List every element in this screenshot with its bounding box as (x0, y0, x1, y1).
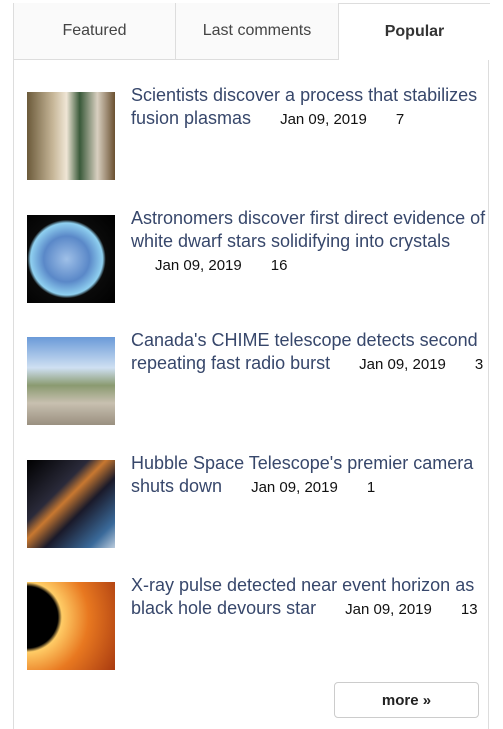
thumbnail[interactable] (27, 214, 115, 303)
article-text: Scientists discover a process that stabi… (131, 84, 487, 131)
article-date: Jan 09, 2019 (280, 111, 367, 128)
popular-panel: Featured Last comments Popular Scientist… (13, 3, 490, 729)
thumbnail[interactable] (27, 459, 115, 548)
article-text: Hubble Space Telescope's premier camera … (131, 452, 487, 499)
comment-count: 7 (395, 111, 405, 128)
more-button[interactable]: more » (334, 682, 479, 718)
article-date: Jan 09, 2019 (155, 256, 242, 274)
article-item: Canada's CHIME telescope detects second … (27, 330, 487, 437)
comment-count: 1 (366, 478, 376, 496)
thumbnail[interactable] (27, 337, 115, 425)
tab-active[interactable]: Popular (339, 3, 490, 60)
article-date: Jan 09, 2019 (251, 478, 338, 496)
article-title[interactable]: Canada's CHIME telescope detects second … (131, 330, 478, 373)
article-text: X-ray pulse detected near event horizon … (131, 574, 487, 621)
comment-count: 16 (270, 256, 288, 274)
tab[interactable]: Featured (14, 3, 176, 60)
article-item: Scientists discover a process that stabi… (27, 85, 487, 192)
article-title[interactable]: Hubble Space Telescope's premier camera … (131, 452, 474, 496)
tab-bar: Featured Last comments Popular (14, 3, 490, 60)
article-item: Astronomers discover first direct eviden… (27, 208, 487, 315)
comment-count: 13 (460, 601, 478, 618)
article-text: Astronomers discover first direct eviden… (131, 207, 487, 277)
article-date: Jan 09, 2019 (345, 601, 432, 618)
article-title[interactable]: Scientists discover a process that stabi… (131, 85, 478, 128)
article-date: Jan 09, 2019 (359, 356, 446, 373)
article-item: X-ray pulse detected near event horizon … (27, 575, 487, 682)
article-title[interactable]: Astronomers discover first direct eviden… (131, 207, 486, 251)
article-item: Hubble Space Telescope's premier camera … (27, 453, 487, 560)
article-text: Canada's CHIME telescope detects second … (131, 329, 487, 376)
thumbnail[interactable] (27, 92, 115, 180)
comment-count: 3 (474, 356, 484, 373)
article-title[interactable]: X-ray pulse detected near event horizon … (131, 575, 475, 618)
tab[interactable]: Last comments (176, 3, 339, 60)
thumbnail[interactable] (27, 582, 115, 670)
